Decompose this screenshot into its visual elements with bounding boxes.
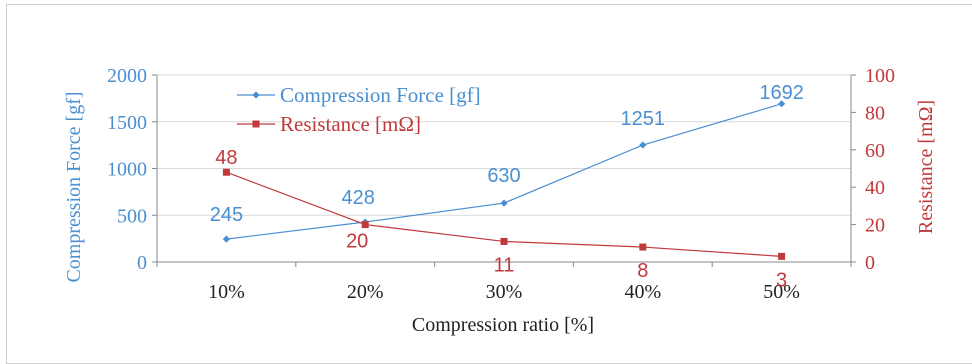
data-label: 245 bbox=[210, 204, 243, 226]
data-label: 1692 bbox=[759, 82, 804, 104]
x-tick-label: 30% bbox=[486, 281, 523, 303]
data-point-marker bbox=[500, 237, 508, 245]
data-label: 630 bbox=[487, 165, 520, 187]
data-point-marker bbox=[778, 100, 786, 108]
data-label: 11 bbox=[494, 254, 515, 276]
right-tick-label: 40 bbox=[865, 177, 885, 199]
chart-frame bbox=[6, 4, 972, 364]
legend-label: Compression Force [gf] bbox=[280, 83, 481, 107]
x-tick-label: 40% bbox=[624, 281, 661, 303]
data-point-marker bbox=[500, 199, 508, 207]
series bbox=[222, 100, 786, 260]
x-axis-ticks: 10% 20% 30% 40% 50% bbox=[208, 281, 800, 303]
data-label: 48 bbox=[215, 147, 237, 169]
data-label: 8 bbox=[637, 260, 648, 282]
x-tick-label: 50% bbox=[763, 281, 800, 303]
data-point-marker bbox=[639, 141, 647, 149]
right-tick-label: 100 bbox=[865, 65, 895, 87]
data-point-marker bbox=[222, 168, 230, 176]
data-label: 3 bbox=[776, 269, 787, 291]
data-label: 20 bbox=[346, 231, 368, 253]
data-labels: 245 428 630 1251 1692 48 20 11 8 3 bbox=[210, 82, 804, 292]
x-tick-label: 10% bbox=[208, 281, 245, 303]
data-point-marker bbox=[778, 252, 786, 260]
legend-label: Resistance [mΩ] bbox=[280, 112, 421, 136]
y-axis-right-title: Resistance [mΩ] bbox=[915, 100, 937, 234]
left-tick-label: 0 bbox=[137, 252, 147, 274]
axes bbox=[152, 74, 856, 267]
legend: Compression Force [gf] Resistance [mΩ] bbox=[237, 83, 481, 136]
left-tick-label: 500 bbox=[117, 205, 147, 227]
x-axis-title: Compression ratio [%] bbox=[412, 314, 594, 336]
left-tick-label: 1000 bbox=[107, 159, 147, 181]
right-tick-label: 20 bbox=[865, 215, 885, 237]
legend-marker bbox=[252, 120, 260, 128]
x-tick-label: 20% bbox=[347, 281, 384, 303]
y-axis-left-title: Compression Force [gf] bbox=[63, 91, 85, 282]
right-tick-label: 60 bbox=[865, 140, 885, 162]
right-tick-label: 0 bbox=[865, 252, 875, 274]
data-label: 428 bbox=[342, 187, 375, 209]
data-label: 1251 bbox=[621, 108, 666, 130]
left-tick-label: 2000 bbox=[107, 65, 147, 87]
legend-marker bbox=[252, 91, 260, 99]
left-tick-label: 1500 bbox=[107, 112, 147, 134]
gridlines bbox=[157, 74, 851, 216]
line-chart: 0 500 1000 1500 2000 0 20 40 60 80 100 10% 20% 30% 4… bbox=[63, 65, 937, 336]
data-point-marker bbox=[222, 235, 230, 243]
data-point-marker bbox=[361, 221, 369, 229]
right-tick-label: 80 bbox=[865, 102, 885, 124]
right-axis-ticks: 0 20 40 60 80 100 bbox=[865, 65, 895, 274]
data-point-marker bbox=[639, 243, 647, 251]
left-axis-ticks: 0 500 1000 1500 2000 bbox=[107, 65, 147, 274]
